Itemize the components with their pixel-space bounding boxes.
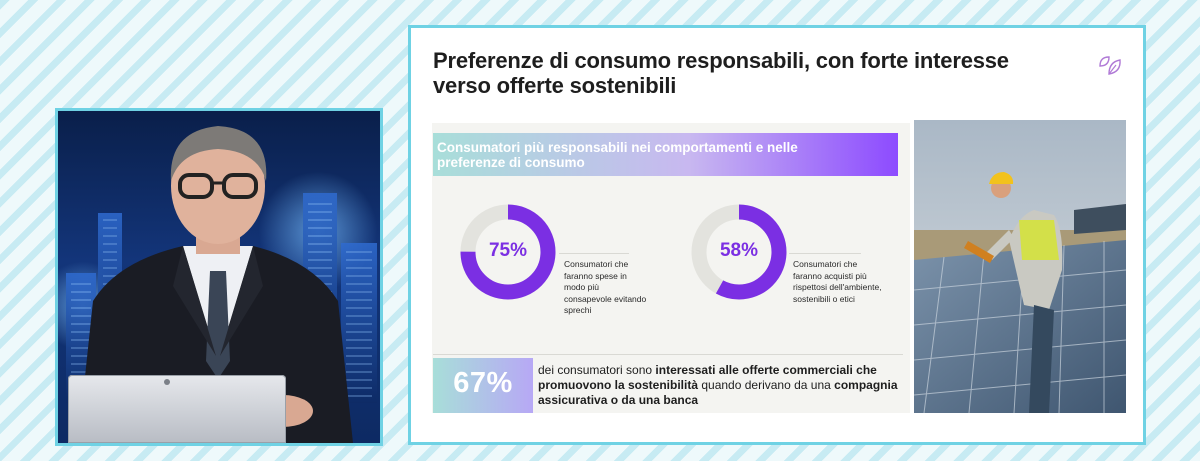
laptop <box>68 375 286 443</box>
stat-divider <box>789 253 861 254</box>
stat-description-58: Consumatori che faranno acquisti più ris… <box>793 259 882 304</box>
presenter-video <box>55 108 383 446</box>
solar-panel-worker-photo <box>914 120 1126 413</box>
leaf-icon <box>1099 56 1121 75</box>
stat-description-75: Consumatori che faranno spese in modo pi… <box>564 259 647 315</box>
banner <box>433 133 898 176</box>
stat-divider <box>559 253 629 254</box>
highlight-percent: 67% <box>453 367 513 399</box>
slide: Preferenze di consumo responsabili, con … <box>408 25 1146 445</box>
divider <box>433 354 903 355</box>
stat-percent-75: 75% <box>488 240 528 261</box>
banner-text: Consumatori più responsabili nei comport… <box>437 140 798 170</box>
donut-chart-58 <box>691 204 787 300</box>
slide-title: Preferenze di consumo responsabili, con … <box>433 48 1009 98</box>
highlight-text: dei consumatori sono interessati alle of… <box>538 363 898 407</box>
donut-chart-75 <box>460 204 556 300</box>
highlight-box <box>433 358 533 413</box>
stat-percent-58: 58% <box>719 240 759 261</box>
